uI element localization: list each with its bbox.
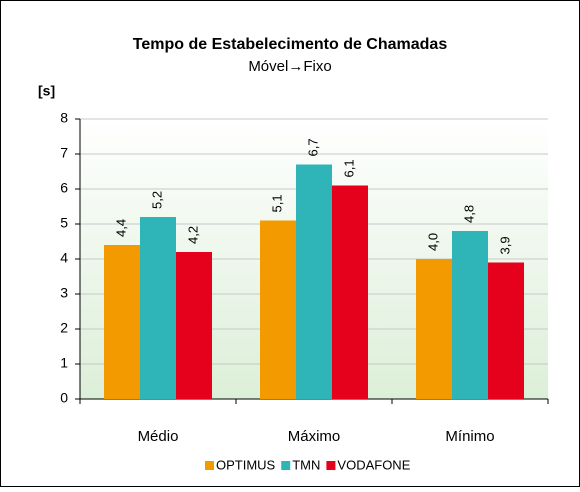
value-label: 3,9: [497, 236, 512, 254]
x-tick-label: Médio: [138, 428, 179, 445]
chart-subtitle: Móvel→Fixo: [248, 58, 331, 75]
legend-label: VODAFONE: [337, 457, 410, 472]
value-label: 6,7: [305, 138, 320, 156]
legend-label: TMN: [292, 457, 320, 472]
y-tick-label: 6: [60, 180, 68, 196]
value-label: 4,0: [425, 233, 440, 251]
y-tick-label: 3: [60, 285, 68, 301]
bar: [332, 185, 368, 399]
y-tick-label: 7: [60, 145, 68, 161]
y-tick-label: 1: [60, 355, 68, 371]
value-label: 4,4: [113, 219, 128, 237]
y-tick-label: 8: [60, 110, 68, 126]
value-label: 4,2: [185, 226, 200, 244]
bar: [416, 259, 452, 399]
value-label: 6,1: [341, 159, 356, 177]
value-label: 4,8: [461, 205, 476, 223]
bar: [260, 220, 296, 399]
bar: [176, 252, 212, 399]
y-tick-label: 2: [60, 320, 68, 336]
bar: [296, 164, 332, 399]
bar: [140, 217, 176, 399]
legend-swatch: [205, 461, 214, 470]
y-tick-label: 4: [60, 250, 68, 266]
y-tick-label: 0: [60, 390, 68, 406]
bar: [104, 245, 140, 399]
y-axis-label: [s]: [38, 83, 55, 99]
bar: [488, 262, 524, 399]
chart-title: Tempo de Estabelecimento de Chamadas: [133, 36, 448, 53]
legend-swatch: [326, 461, 336, 470]
legend-swatch: [281, 461, 291, 470]
value-label: 5,2: [149, 191, 164, 209]
x-tick-label: Máximo: [288, 428, 341, 445]
y-tick-label: 5: [60, 215, 68, 231]
bar: [452, 231, 488, 399]
legend-label: OPTIMUS: [216, 457, 276, 472]
value-label: 5,1: [269, 194, 284, 212]
x-tick-label: Mínimo: [445, 428, 494, 445]
